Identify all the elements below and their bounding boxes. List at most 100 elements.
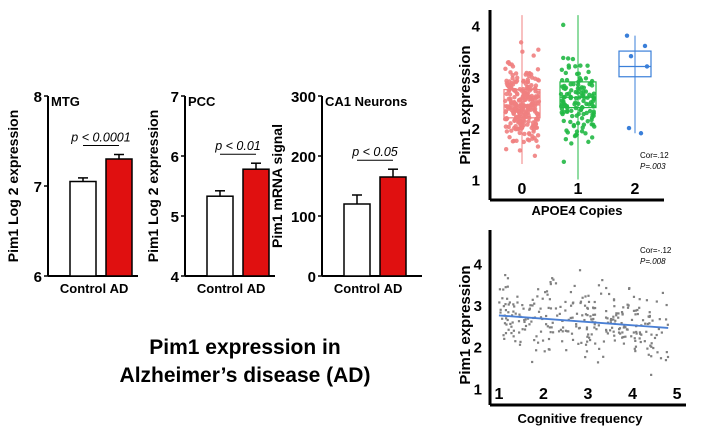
y-tick-label: 5 [171,209,179,226]
data-point [608,292,611,296]
data-point [578,269,582,272]
p-value-label: P=.003 [640,162,666,171]
data-point [545,314,548,318]
x-category-label: AD [247,281,266,296]
data-point [503,109,509,114]
data-point [510,76,515,81]
panel-title: MTG [51,94,80,109]
data-point [621,331,624,334]
data-point [605,286,608,290]
data-point [521,328,524,331]
x-axis-label: Cognitive frequency [518,411,644,426]
data-point [595,328,598,331]
data-point [558,312,561,315]
data-point [605,330,608,333]
data-point [612,298,616,301]
data-point [581,98,586,104]
data-point [588,336,591,339]
y-tick-label: 300 [291,89,316,106]
data-point [521,304,524,307]
data-point [638,298,641,301]
data-point [594,306,597,310]
data-point [568,82,573,87]
data-point [577,86,583,92]
y-axis-label: Pim1 Log 2 expression [5,110,21,263]
bar-chart-3: 0 100 200 300 CA1 Neurons Pim1 mRNA signal Con… [269,89,422,296]
data-point [634,345,638,348]
data-point [643,340,646,343]
data-point [554,282,558,285]
data-point [612,330,615,333]
data-point [666,323,669,326]
data-point [579,129,585,134]
data-point [503,337,506,340]
p-value-label: P=.008 [640,257,666,266]
data-point [588,338,592,342]
data-point [533,339,536,342]
data-point [517,320,521,323]
data-point [583,318,586,322]
data-point [589,135,595,140]
data-point [574,132,579,137]
data-point [512,310,515,313]
y-axis-label: Pim1 expression [457,45,474,164]
data-point [505,323,508,326]
data-point [569,141,574,146]
data-point [583,76,589,81]
data-point [593,313,597,316]
data-point [622,326,625,329]
data-point [647,353,650,356]
data-point [543,350,546,353]
data-point [504,91,509,97]
data-point [512,303,515,306]
data-point [606,332,609,335]
data-point [564,329,567,332]
data-point [551,331,555,334]
data-point [648,322,651,325]
data-point [648,315,651,319]
data-point [530,320,533,323]
data-point [535,77,541,82]
data-point [605,309,608,313]
data-point [533,302,536,305]
apoe4-box-plot: 1 2 3 4 0 1 2 APOE4 Copies Pim1 expression Cor=.1… [457,10,669,218]
data-point [576,71,581,76]
data-point [537,310,541,313]
data-point [528,323,531,326]
data-point [518,331,521,334]
data-point [501,297,504,300]
data-point [526,317,530,320]
data-point [633,337,636,340]
x-tick-label: 3 [584,386,593,403]
data-point [653,336,657,340]
data-point [554,307,558,310]
data-point [591,113,596,119]
data-point [513,124,518,129]
data-point [570,56,576,62]
data-point [648,311,651,314]
data-point [610,318,613,321]
data-point [641,319,645,322]
data-point [528,307,532,310]
data-point [532,97,538,103]
data-point [535,94,540,99]
data-point [569,108,574,114]
bar-ad [379,176,407,277]
data-point [610,326,614,329]
box [503,88,541,119]
data-point [508,121,513,126]
data-point [506,297,509,300]
data-point [591,91,597,96]
data-point [523,97,528,102]
data-point [578,326,581,330]
data-point [593,326,596,329]
data-point [502,334,505,337]
data-point [529,83,534,88]
x-tick-label: 4 [628,386,637,403]
data-point [617,331,621,334]
data-point [509,128,514,133]
data-point [586,314,589,317]
data-point [575,121,581,126]
data-point [508,70,513,75]
data-point [636,312,639,316]
